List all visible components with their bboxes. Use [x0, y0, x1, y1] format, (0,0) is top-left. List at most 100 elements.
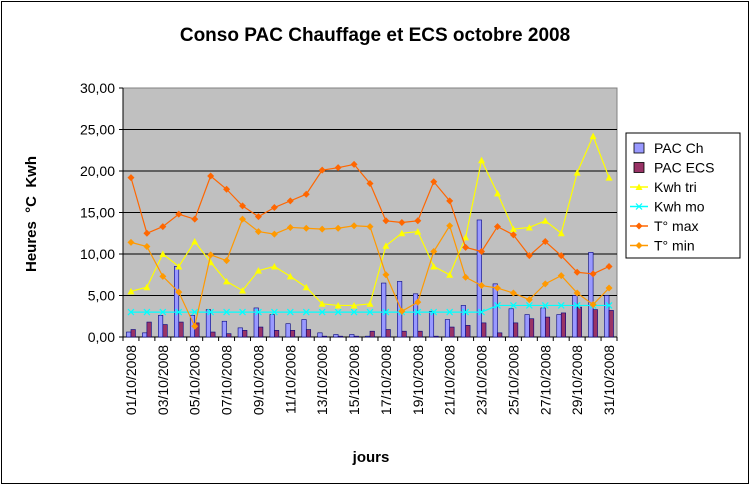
bar-pac-ch	[413, 293, 419, 338]
bar-pac-ch	[253, 307, 259, 338]
point-kwh-mo-stroke	[191, 308, 199, 316]
bar-pac-ecs	[194, 322, 200, 338]
point-kwh-mo-stroke	[286, 308, 294, 316]
bar-pac-ch	[365, 335, 371, 338]
point-kwh-mo-stroke	[509, 302, 517, 309]
point-t-min	[446, 222, 454, 230]
bar-pac-ecs	[497, 332, 503, 338]
point-kwh-mo	[525, 302, 533, 309]
point-kwh-mo	[191, 308, 199, 316]
legend-swatch-pac-ch	[633, 142, 645, 154]
y-tick-label: 5,00	[88, 288, 115, 304]
bar-pac-ecs	[449, 326, 455, 338]
point-kwh-mo-stroke	[525, 302, 533, 309]
point-kwh-mo	[478, 308, 485, 316]
y-tick-label: 25,00	[80, 122, 115, 138]
point-kwh-tri	[159, 250, 167, 257]
point-kwh-mo-stroke	[270, 308, 278, 316]
point-t-max	[334, 164, 342, 172]
point-t-min	[382, 271, 390, 279]
bar-pac-ecs	[385, 329, 391, 338]
bar-pac-ch	[142, 332, 148, 338]
point-t-max	[286, 197, 294, 205]
bar-pac-ecs	[353, 335, 359, 338]
point-kwh-mo	[143, 308, 151, 316]
point-kwh-tri	[589, 132, 597, 140]
point-kwh-mo-stroke	[366, 308, 374, 316]
x-tick-label: 17/10/2008	[378, 345, 394, 415]
point-kwh-mo-stroke	[557, 302, 565, 309]
point-kwh-tri	[462, 233, 470, 241]
point-t-min	[302, 224, 310, 232]
bar-pac-ecs	[369, 330, 375, 338]
point-kwh-tri	[541, 217, 549, 224]
point-kwh-tri	[557, 229, 565, 237]
point-t-max	[302, 190, 310, 198]
point-t-max	[541, 238, 549, 246]
point-kwh-mo-stroke	[143, 308, 151, 316]
bar-pac-ecs	[305, 329, 312, 338]
point-t-min	[478, 282, 486, 290]
lines-layer	[127, 132, 613, 330]
point-t-min	[350, 222, 358, 230]
bar-pac-ecs	[146, 321, 152, 338]
point-t-max	[254, 213, 262, 221]
bar-pac-ch	[333, 334, 339, 338]
bar-pac-ch	[269, 314, 275, 338]
point-t-min	[254, 228, 262, 236]
point-kwh-tri	[318, 300, 326, 307]
bar-pac-ecs	[258, 326, 264, 338]
x-tick-label: 29/10/2008	[569, 345, 585, 415]
bar-pac-ecs	[242, 330, 248, 338]
point-kwh-mo-stroke	[239, 308, 246, 316]
y-tick-label: 0,00	[88, 329, 115, 345]
bar-pac-ch	[174, 266, 180, 338]
point-kwh-tri	[302, 283, 310, 291]
point-kwh-mo	[286, 308, 294, 316]
point-kwh-mo-stroke	[350, 308, 358, 316]
bar-pac-ch	[126, 331, 132, 338]
point-t-max	[446, 197, 454, 205]
point-kwh-tri	[239, 287, 247, 294]
point-t-max	[175, 210, 183, 218]
y-tick-label: 15,00	[80, 205, 115, 221]
x-tick-label: 03/10/2008	[155, 345, 171, 415]
bar-pac-ecs	[290, 330, 296, 338]
point-kwh-tri	[430, 262, 438, 270]
point-kwh-tri	[270, 262, 278, 270]
point-kwh-mo-stroke	[478, 308, 485, 316]
point-t-min	[143, 243, 151, 251]
x-tick-label: 31/10/2008	[601, 345, 617, 415]
point-kwh-mo-stroke	[127, 308, 135, 316]
point-t-min	[175, 288, 183, 296]
point-t-max	[223, 185, 231, 193]
point-t-min	[207, 251, 215, 259]
point-kwh-mo	[302, 308, 310, 316]
legend-marker-kwh-mo-stroke	[635, 203, 643, 210]
point-kwh-tri	[478, 156, 486, 164]
legend-label-t-min: T° min	[654, 238, 695, 254]
bar-pac-ecs	[401, 330, 407, 338]
point-t-min	[573, 289, 581, 297]
point-t-min	[541, 280, 549, 288]
point-kwh-mo	[605, 302, 613, 309]
point-t-max	[605, 262, 613, 270]
point-kwh-mo	[366, 308, 374, 316]
point-kwh-mo-stroke	[207, 308, 215, 316]
point-kwh-mo-stroke	[541, 302, 549, 309]
point-kwh-tri	[127, 287, 135, 295]
legend-label-pac-ecs: PAC ECS	[654, 160, 714, 176]
point-kwh-tri	[493, 189, 501, 197]
legend-swatch-pac-ecs	[633, 162, 645, 173]
point-t-min	[557, 272, 565, 280]
point-kwh-mo	[557, 302, 565, 309]
legend-label-t-max: T° max	[654, 218, 699, 234]
point-kwh-mo	[573, 302, 581, 309]
point-kwh-mo-stroke	[605, 302, 613, 309]
legend-label-pac-ch: PAC Ch	[654, 140, 704, 156]
point-kwh-mo	[509, 302, 517, 309]
x-tick-label: 25/10/2008	[505, 345, 521, 415]
bar-pac-ecs	[337, 335, 343, 338]
point-t-min	[589, 301, 597, 309]
point-t-max	[366, 179, 374, 187]
